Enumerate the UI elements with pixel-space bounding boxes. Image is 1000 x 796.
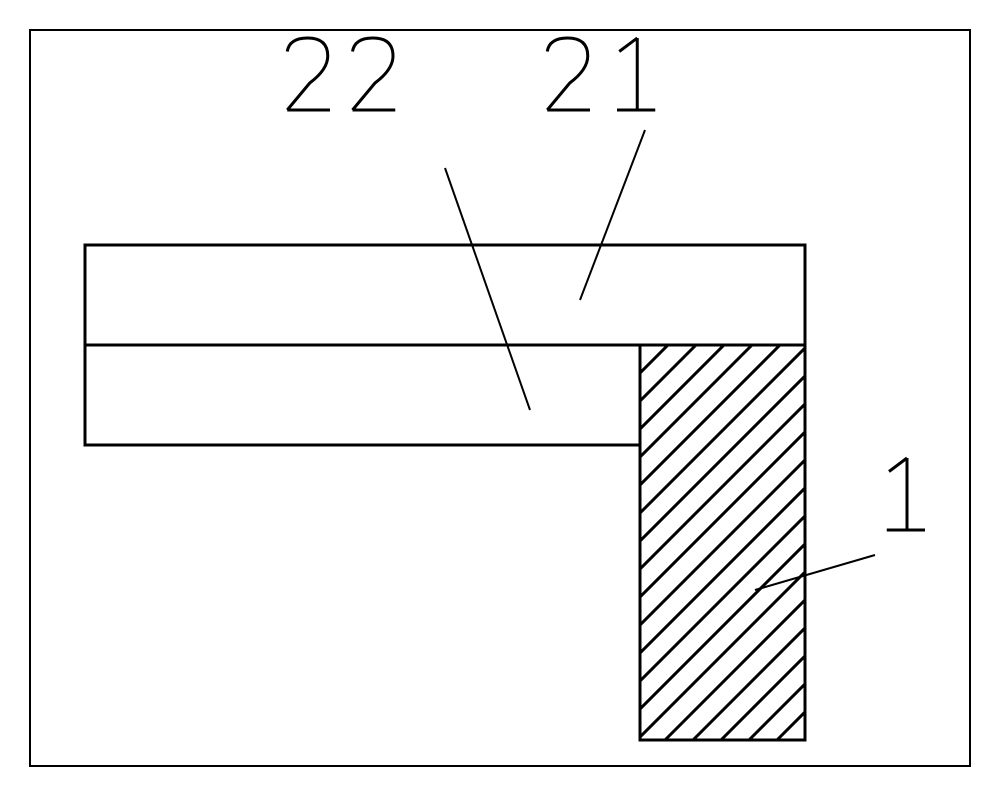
label-22 xyxy=(287,38,395,110)
top-bar-21 xyxy=(85,245,805,345)
label-1 xyxy=(887,458,925,530)
mid-bar-22 xyxy=(85,345,640,445)
label-21 xyxy=(547,38,655,110)
diagram-canvas xyxy=(0,0,1000,796)
